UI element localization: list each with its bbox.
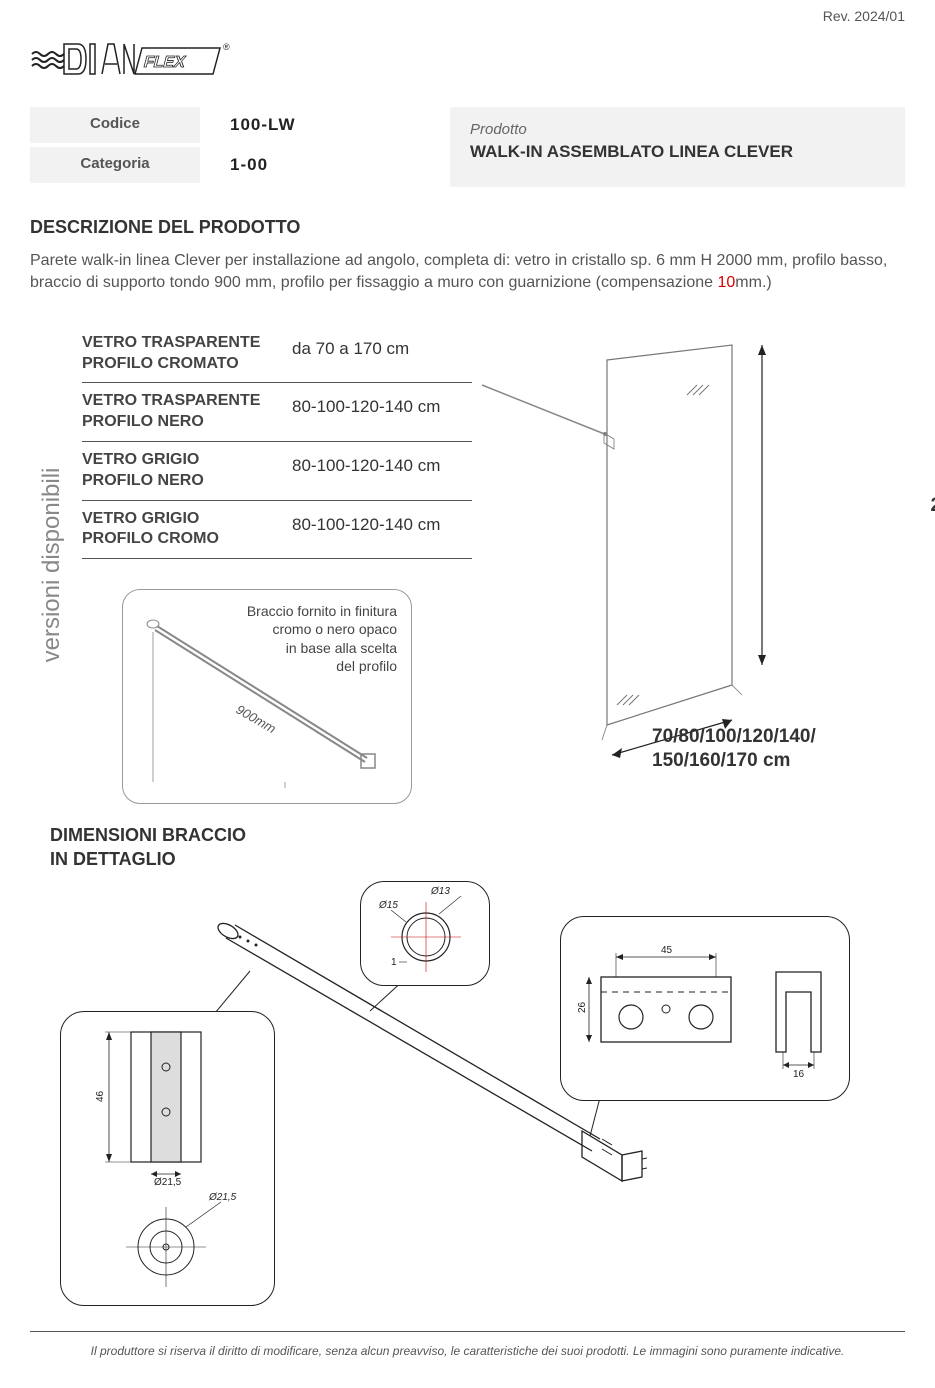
- svg-text:46: 46: [95, 1090, 106, 1102]
- prodotto-panel: Prodotto WALK-IN ASSEMBLATO LINEA CLEVER: [450, 107, 905, 187]
- svg-text:Ø21,5: Ø21,5: [208, 1192, 237, 1203]
- versions-vertical-label: versioni disponibili: [30, 325, 74, 804]
- categoria-label: Categoria: [30, 147, 200, 183]
- callout-tube-section: Ø13 Ø15 1: [360, 881, 490, 986]
- braccio-detail-diagram: 46 Ø21,5 Ø21,5: [30, 881, 905, 1311]
- arm-illustration: Braccio fornito in finitura cromo o nero…: [122, 589, 412, 804]
- glass-height-label: 200 cm: [931, 495, 935, 517]
- arm-caption: Braccio fornito in finitura cromo o nero…: [237, 602, 397, 675]
- version-row: VETRO TRASPARENTEPROFILO NERO 80-100-120…: [82, 383, 472, 442]
- svg-text:900mm: 900mm: [234, 702, 279, 737]
- callout-clamp: 45 26 16: [560, 916, 850, 1101]
- version-row: VETRO GRIGIOPROFILO NERO 80-100-120-140 …: [82, 442, 472, 501]
- version-row: VETRO GRIGIOPROFILO CROMO 80-100-120-140…: [82, 501, 472, 560]
- callout-wall-mount: 46 Ø21,5 Ø21,5: [60, 1011, 275, 1306]
- svg-text:45: 45: [661, 945, 673, 956]
- svg-text:Ø21,5: Ø21,5: [154, 1177, 182, 1188]
- braccio-detail-title: DIMENSIONI BRACCIOIN DETTAGLIO: [50, 824, 905, 871]
- revision-text: Rev. 2024/01: [0, 0, 935, 24]
- brand-logo: FLEX ®: [30, 34, 905, 87]
- codice-value: 100-LW: [200, 107, 296, 143]
- codice-label: Codice: [30, 107, 200, 143]
- svg-text:Ø13: Ø13: [430, 886, 450, 897]
- descrizione-text: Parete walk-in linea Clever per installa…: [30, 250, 905, 295]
- glass-panel-diagram: 200 cm 70/80/100/120/140/ 150/160/170 cm: [472, 325, 905, 804]
- prodotto-name: WALK-IN ASSEMBLATO LINEA CLEVER: [470, 142, 885, 162]
- svg-text:®: ®: [223, 42, 230, 52]
- svg-text:Ø15: Ø15: [378, 900, 398, 911]
- svg-text:FLEX: FLEX: [142, 53, 188, 71]
- glass-width-label: 70/80/100/120/140/ 150/160/170 cm: [652, 725, 816, 774]
- footer-disclaimer: Il produttore si riserva il diritto di m…: [30, 1331, 905, 1358]
- svg-text:16: 16: [793, 1069, 805, 1080]
- version-row: VETRO TRASPARENTEPROFILO CROMATO da 70 a…: [82, 325, 472, 384]
- categoria-value: 1-00: [200, 147, 268, 183]
- svg-text:26: 26: [577, 1001, 588, 1013]
- versions-table: VETRO TRASPARENTEPROFILO CROMATO da 70 a…: [82, 325, 472, 804]
- descrizione-title: DESCRIZIONE DEL PRODOTTO: [30, 217, 905, 238]
- svg-text:1: 1: [391, 957, 397, 968]
- prodotto-label: Prodotto: [470, 121, 885, 138]
- header-meta: Codice 100-LW Categoria 1-00 Prodotto WA…: [30, 107, 905, 187]
